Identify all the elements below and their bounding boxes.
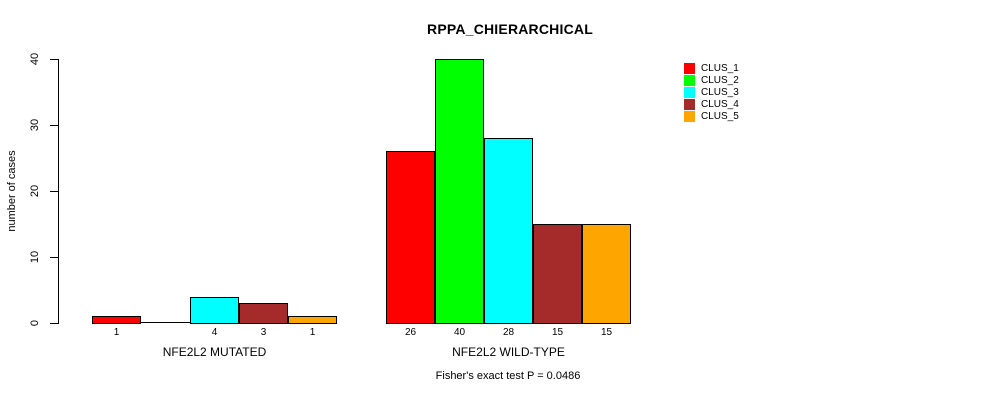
group-label: NFE2L2 WILD-TYPE (452, 345, 565, 359)
bar-clus_4 (533, 224, 582, 324)
legend-label: CLUS_4 (701, 99, 739, 110)
bar-value-label: 15 (551, 327, 564, 338)
legend-swatch-clus_2 (684, 75, 695, 86)
bar-value-label: 1 (113, 327, 120, 338)
legend-swatch-clus_4 (684, 99, 695, 110)
y-axis-tick (50, 191, 58, 192)
bar-value-label: 3 (260, 327, 267, 338)
y-axis-title: number of cases (6, 150, 18, 232)
bar-value-label: 26 (404, 327, 417, 338)
bar-clus_3 (190, 297, 239, 324)
bar-value-label: 4 (211, 327, 218, 338)
y-axis-tick-label: 0 (29, 319, 41, 327)
y-axis-tick (50, 59, 58, 60)
y-axis-tick-label: 10 (29, 250, 41, 264)
bar-clus_2-zero (141, 322, 190, 323)
chart-title: RPPA_CHIERARCHICAL (427, 21, 593, 37)
y-axis-line (58, 59, 59, 324)
legend-swatch-clus_5 (684, 111, 695, 122)
legend-item: CLUS_1 (684, 63, 739, 74)
y-axis-tick-label: 20 (29, 184, 41, 198)
y-axis-tick-label: 30 (29, 118, 41, 132)
bar-clus_5 (582, 224, 631, 324)
legend-item: CLUS_5 (684, 111, 739, 122)
legend-label: CLUS_2 (701, 75, 739, 86)
bar-clus_3 (484, 138, 533, 324)
bar-value-label: 28 (502, 327, 515, 338)
bar-clus_2 (435, 59, 484, 324)
legend-item: CLUS_3 (684, 87, 739, 98)
bar-clus_4 (239, 303, 288, 324)
bar-value-label: 1 (309, 327, 316, 338)
y-axis-tick-label: 40 (29, 52, 41, 66)
bar-value-label: 40 (453, 327, 466, 338)
bar-clus_1 (92, 316, 141, 324)
y-axis-tick (50, 323, 58, 324)
legend-swatch-clus_1 (684, 63, 695, 74)
y-axis-tick (50, 257, 58, 258)
legend-label: CLUS_3 (701, 87, 739, 98)
legend-label: CLUS_5 (701, 111, 739, 122)
bar-clus_1 (386, 151, 435, 324)
legend-item: CLUS_2 (684, 75, 739, 86)
fisher-test-caption: Fisher's exact test P = 0.0486 (435, 370, 581, 382)
bar-clus_5 (288, 316, 337, 324)
bar-value-label: 15 (600, 327, 613, 338)
y-axis-tick (50, 125, 58, 126)
legend-swatch-clus_3 (684, 87, 695, 98)
legend-item: CLUS_4 (684, 99, 739, 110)
group-label: NFE2L2 MUTATED (162, 345, 267, 359)
legend-label: CLUS_1 (701, 63, 739, 74)
